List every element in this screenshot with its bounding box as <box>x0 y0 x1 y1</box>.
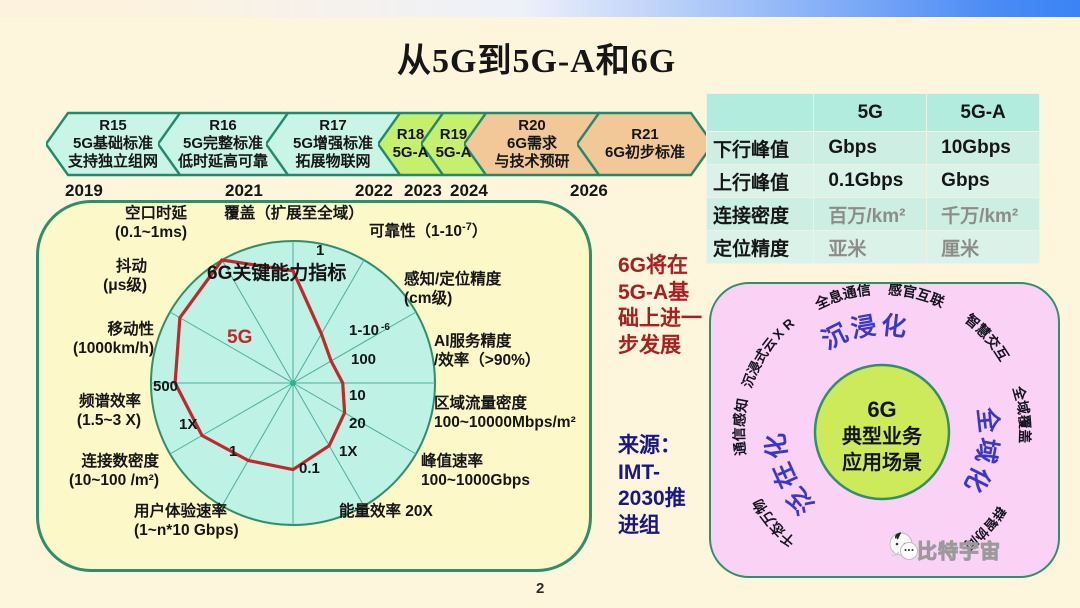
svg-text:R: R <box>780 315 797 333</box>
svg-text:1: 1 <box>229 443 237 460</box>
svg-text:1-10: 1-10 <box>349 322 379 339</box>
svg-text:化: 化 <box>761 432 792 460</box>
svg-text:在: 在 <box>767 458 803 492</box>
svg-text:应用场景: 应用场景 <box>842 450 922 474</box>
svg-text:化: 化 <box>959 462 995 497</box>
svg-text:10: 10 <box>349 387 366 404</box>
svg-text:盖: 盖 <box>1017 429 1033 443</box>
svg-text:20: 20 <box>349 415 366 432</box>
svg-text:信: 信 <box>856 284 872 299</box>
svg-text:6G: 6G <box>867 397 896 422</box>
svg-text:1X: 1X <box>179 416 197 433</box>
svg-text:5G: 5G <box>227 327 252 348</box>
svg-text:-6: -6 <box>381 322 390 333</box>
svg-text:知: 知 <box>732 397 750 414</box>
svg-text:沉: 沉 <box>818 319 853 355</box>
svg-text:感: 感 <box>731 412 748 427</box>
svg-text:覆: 覆 <box>1016 414 1033 430</box>
svg-text:域: 域 <box>1014 399 1032 416</box>
svg-text:全: 全 <box>972 405 1004 435</box>
svg-text:浸: 浸 <box>849 312 878 344</box>
svg-text:典型业务: 典型业务 <box>842 424 923 448</box>
svg-text:0.1: 0.1 <box>299 460 320 477</box>
svg-text:500: 500 <box>153 378 178 395</box>
svg-text:信: 信 <box>731 427 747 441</box>
svg-text:100: 100 <box>351 351 376 368</box>
svg-text:1X: 1X <box>339 443 357 460</box>
svg-text:通: 通 <box>731 441 749 457</box>
svg-text:化: 化 <box>880 311 908 342</box>
svg-text:6G关键能力指标: 6G关键能力指标 <box>207 261 346 284</box>
svg-text:域: 域 <box>970 436 1002 465</box>
svg-text:1: 1 <box>316 242 324 259</box>
